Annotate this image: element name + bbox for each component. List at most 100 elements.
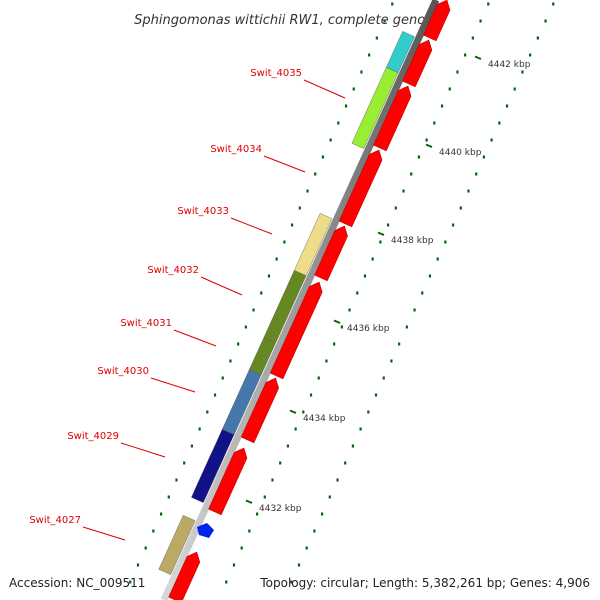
gc-dot	[302, 410, 305, 414]
gc-dot	[321, 155, 325, 159]
gc-dot	[391, 2, 394, 6]
kbp-tick-mark	[377, 231, 385, 236]
gene-track	[168, 0, 451, 600]
gc-dot	[436, 257, 439, 261]
gc-dot	[320, 512, 324, 516]
gc-dot	[221, 376, 224, 380]
gc-dot	[471, 36, 474, 40]
gc-dot	[305, 546, 308, 550]
gc-dot	[456, 70, 459, 74]
gc-dot	[306, 189, 309, 193]
kbp-tick-label: 4434 kbp	[303, 414, 346, 424]
gc-dot	[325, 359, 328, 363]
gc-dot	[279, 461, 282, 465]
gene-label-leader	[150, 377, 196, 393]
gc-dot	[475, 172, 478, 176]
gene-label-leader	[200, 276, 243, 296]
gc-content-track	[129, 2, 555, 584]
gene-arrow	[402, 39, 433, 88]
gc-dot	[237, 342, 240, 346]
kbp-tick-label: 4432 kbp	[259, 504, 302, 514]
gene-label: Swit_4034	[210, 144, 262, 155]
gene-label: Swit_4027	[29, 515, 81, 526]
gc-dot	[190, 444, 194, 448]
gc-dot	[505, 104, 509, 108]
gc-dot	[464, 53, 467, 57]
gc-dot	[167, 495, 170, 499]
gc-dot	[129, 580, 132, 584]
gc-dot	[344, 461, 347, 465]
kbp-tick-mark	[289, 409, 297, 414]
kbp-tick-mark	[425, 143, 433, 148]
genome-backbone	[160, 0, 440, 600]
gc-dot	[290, 223, 294, 227]
gene-label: Swit_4029	[67, 431, 119, 442]
gc-dot	[444, 240, 447, 244]
gc-dot	[294, 427, 297, 431]
gc-dot	[374, 393, 378, 397]
gene-arrow	[338, 149, 383, 228]
kbp-tick-mark	[245, 499, 253, 504]
gene-label: Swit_4031	[120, 318, 172, 329]
gc-dot	[206, 410, 209, 414]
gc-dot	[371, 257, 374, 261]
gc-dot	[467, 189, 470, 193]
gc-dot	[405, 325, 408, 329]
gc-dot	[521, 70, 524, 74]
gc-dot	[244, 325, 247, 329]
gc-dot	[275, 257, 278, 261]
gc-dot	[267, 274, 271, 278]
gc-dot	[359, 427, 362, 431]
gc-dot	[248, 529, 251, 533]
gc-dot	[544, 19, 547, 23]
gc-dot	[382, 376, 385, 380]
gc-dot	[240, 546, 243, 550]
gene-label-leader	[303, 79, 346, 99]
gc-dot	[368, 53, 371, 57]
gc-dot	[136, 563, 140, 567]
gc-dot	[290, 580, 293, 584]
gc-dot	[363, 274, 367, 278]
gene-arrow	[314, 225, 348, 282]
gc-dot	[198, 427, 201, 431]
gc-dot	[333, 342, 336, 346]
cog-block	[158, 515, 196, 575]
gc-dot	[255, 512, 259, 516]
gene-label: Swit_4035	[250, 68, 302, 79]
gc-dot	[283, 240, 286, 244]
gc-dot	[513, 87, 516, 91]
gc-dot	[379, 240, 382, 244]
gc-dot	[159, 512, 163, 516]
kbp-tick-mark	[474, 55, 482, 60]
topology-text: Topology: circular; Length: 5,382,261 bp…	[260, 576, 590, 590]
gene-label-track: Swit_4035 Swit_4034 Swit_4033 Swit_4032 Swit…	[29, 68, 346, 541]
gene-arrow	[373, 85, 412, 152]
cog-block	[386, 31, 415, 73]
gc-dot	[309, 393, 313, 397]
gene-arrow	[208, 447, 248, 516]
gc-dot	[498, 121, 501, 125]
gc-dot	[175, 478, 178, 482]
gc-dot	[360, 70, 363, 74]
kbp-tick-label: 4436 kbp	[347, 324, 390, 334]
gene-label: Swit_4033	[177, 206, 229, 217]
gc-dot	[314, 172, 317, 176]
gc-dot	[232, 563, 236, 567]
gene-label-leader	[230, 217, 273, 235]
gc-dot	[286, 444, 290, 448]
gene-label: Swit_4030	[97, 366, 149, 377]
gc-dot	[482, 155, 486, 159]
gc-dot	[413, 308, 416, 312]
gc-dot	[340, 325, 343, 329]
gc-dot	[329, 138, 332, 142]
gc-dot	[183, 461, 186, 465]
gc-dot	[536, 36, 539, 40]
gc-dot	[383, 19, 386, 23]
gene-arrow	[269, 281, 323, 380]
gc-dot	[425, 138, 428, 142]
gene-label-leader	[263, 155, 306, 173]
gc-dot	[479, 19, 482, 23]
kbp-tick-label: 4440 kbp	[439, 148, 482, 158]
gc-dot	[448, 87, 451, 91]
